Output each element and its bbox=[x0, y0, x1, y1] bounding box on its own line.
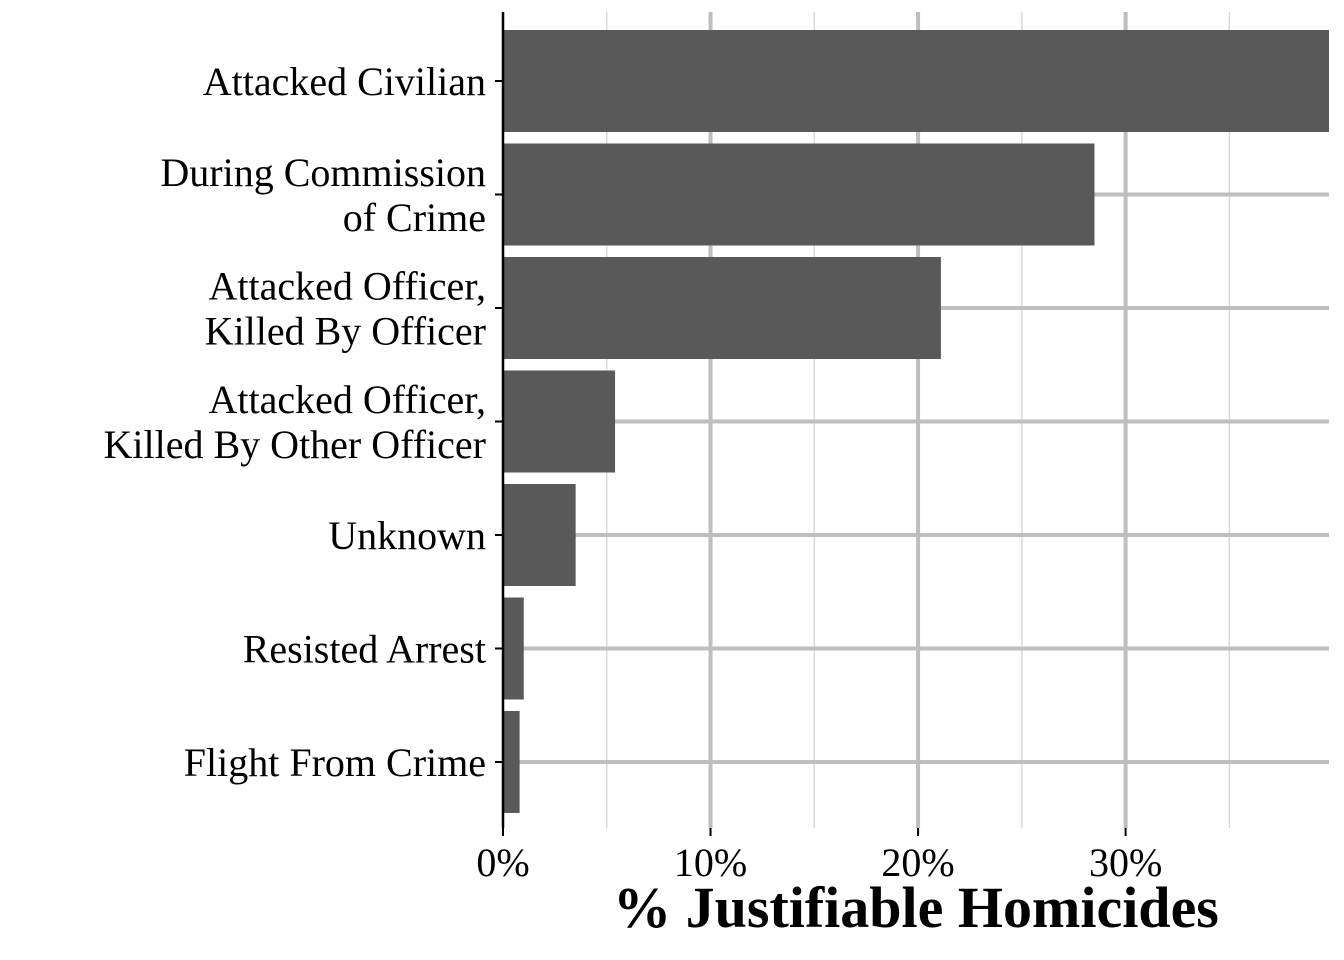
major-gridlines bbox=[503, 12, 1329, 828]
category-label-line: Attacked Officer, bbox=[208, 377, 486, 422]
category-label-line: Attacked Civilian bbox=[203, 59, 486, 104]
bar bbox=[503, 370, 616, 473]
category-label: During Commission of Crime bbox=[160, 150, 486, 240]
bars bbox=[503, 30, 1329, 813]
x-tick-label: 20% bbox=[881, 840, 954, 885]
category-labels: Attacked Civilian During Commission of Cri… bbox=[104, 59, 486, 785]
category-label: Attacked Officer, Killed By Officer bbox=[205, 264, 486, 354]
category-label-line: Resisted Arrest bbox=[243, 627, 486, 672]
category-label: Flight From Crime bbox=[184, 740, 486, 785]
bar bbox=[503, 484, 576, 586]
bar bbox=[503, 257, 941, 359]
bar bbox=[503, 711, 520, 813]
x-tick-labels: 0% 10% 20% 30% bbox=[476, 840, 1162, 885]
category-label: Attacked Officer, Killed By Other Officer bbox=[104, 377, 486, 467]
category-label-line: Killed By Other Officer bbox=[104, 422, 486, 467]
axes bbox=[495, 12, 1127, 836]
category-label-line: of Crime bbox=[343, 195, 486, 240]
category-label: Unknown bbox=[328, 513, 486, 558]
x-tick-label: 10% bbox=[674, 840, 747, 885]
x-axis-title: % Justifiable Homicides bbox=[613, 875, 1219, 940]
category-label-line: Attacked Officer, bbox=[208, 264, 486, 309]
x-tick-label: 0% bbox=[476, 840, 529, 885]
bar bbox=[503, 597, 524, 700]
category-label-line: Flight From Crime bbox=[184, 740, 486, 785]
category-label: Attacked Civilian bbox=[203, 59, 486, 104]
x-tick-label: 30% bbox=[1089, 840, 1162, 885]
category-label-line: Killed By Officer bbox=[205, 309, 486, 354]
bar bbox=[503, 143, 1095, 246]
category-label-line: During Commission bbox=[160, 150, 486, 195]
category-label: Resisted Arrest bbox=[243, 627, 486, 672]
bar bbox=[503, 30, 1329, 132]
category-label-line: Unknown bbox=[328, 513, 486, 558]
